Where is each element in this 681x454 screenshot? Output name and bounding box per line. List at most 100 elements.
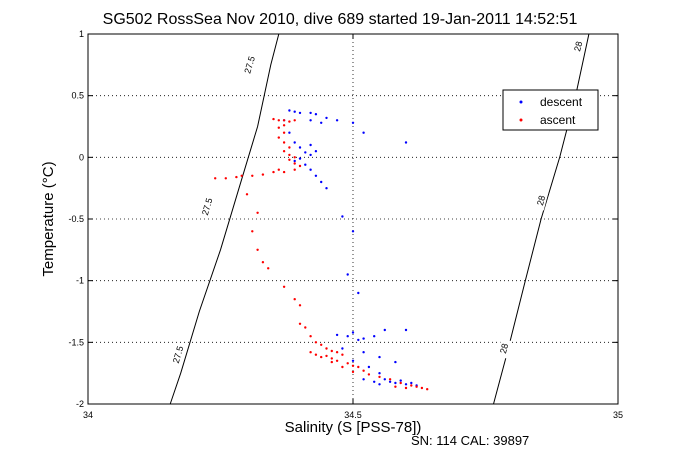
descent-point — [357, 338, 360, 342]
descent-point — [388, 380, 392, 383]
descent-point — [293, 141, 296, 144]
ascent-point — [256, 248, 259, 251]
x-axis-label: Salinity (S [PSS-78]) — [285, 419, 422, 436]
ascent-point — [330, 357, 333, 360]
ascent-point — [293, 168, 296, 171]
ascent-point — [335, 351, 339, 354]
ascent-point — [277, 126, 280, 129]
contour-label: 28 — [572, 40, 584, 52]
ascent-point — [357, 365, 360, 369]
descent-point — [298, 111, 302, 115]
descent-point — [362, 337, 365, 340]
descent-point — [298, 146, 302, 149]
ascent-point — [282, 131, 286, 134]
ascent-point — [309, 335, 312, 338]
legend-marker-ascent — [519, 118, 523, 122]
ascent-point — [351, 370, 355, 374]
ascent-point — [293, 162, 296, 165]
ascent-point — [314, 341, 318, 344]
descent-point — [320, 121, 323, 125]
descent-point — [373, 335, 376, 338]
ascent-point — [277, 119, 280, 122]
ascent-point — [214, 177, 217, 180]
descent-point — [314, 113, 318, 116]
ascent-point — [426, 388, 429, 391]
descent-point — [378, 355, 381, 359]
descent-point — [325, 187, 328, 190]
ascent-point — [320, 355, 323, 359]
descent-point — [341, 215, 344, 218]
ascent-point — [235, 175, 238, 179]
legend-box — [502, 89, 599, 131]
ascent-point — [404, 386, 408, 390]
ascent-point — [341, 365, 344, 369]
ascent-point — [388, 378, 392, 381]
ascent-point — [240, 174, 243, 177]
descent-point — [351, 359, 355, 362]
descent-point — [346, 335, 349, 338]
ascent-point — [394, 385, 397, 388]
descent-point — [288, 131, 291, 134]
descent-point — [378, 372, 381, 375]
ascent-point — [330, 360, 333, 364]
descent-point — [383, 378, 386, 381]
descent-point — [383, 328, 386, 332]
ascent-point — [288, 120, 291, 123]
ascent-point — [335, 359, 339, 362]
descent-point — [346, 273, 349, 276]
ascent-point — [293, 119, 296, 122]
descent-point — [309, 119, 312, 122]
ascent-point — [362, 369, 365, 372]
contour-label-background — [534, 190, 549, 211]
descent-point — [341, 347, 344, 350]
y-tick-label: -2 — [76, 399, 84, 409]
descent-point — [309, 111, 312, 115]
ascent-point — [341, 353, 344, 356]
x-tick-label: 34 — [83, 410, 93, 420]
contour-label-background — [170, 344, 186, 365]
descent-point — [394, 381, 397, 385]
contour-label: 27.5 — [242, 55, 257, 75]
ascent-point — [251, 230, 254, 233]
ascent-point — [325, 347, 328, 350]
ascent-point — [277, 168, 280, 171]
ascent-point — [314, 353, 318, 356]
descent-point — [399, 379, 402, 382]
contour-label-background — [571, 36, 586, 57]
legend-marker-descent — [519, 100, 523, 104]
ascent-point — [298, 164, 302, 168]
descent-point — [357, 291, 360, 295]
ascent-point — [378, 375, 381, 379]
ascent-point — [415, 385, 418, 388]
density-contours: 27.5 27.5 27.5 28 28 28 — [169, 33, 590, 405]
descent-point — [304, 163, 307, 166]
ascent-point — [351, 364, 355, 367]
descent-point — [304, 151, 307, 154]
legend: descent ascent — [502, 89, 599, 131]
legend-label-ascent: ascent — [540, 113, 576, 127]
contour-label: 27.5 — [200, 197, 215, 217]
descent-point — [335, 119, 339, 122]
descent-point — [410, 381, 413, 385]
y-tick-label: 0 — [79, 152, 84, 162]
axis-ticks: 34 34.5 35 1 0.5 0 -0.5 -1 -1.5 -2 — [68, 29, 623, 420]
descent-point — [351, 331, 355, 334]
ascent-point — [298, 304, 302, 307]
descent-point — [320, 180, 323, 184]
ascent-point — [282, 124, 286, 127]
ascent-point — [288, 153, 291, 157]
ascent-point — [288, 158, 291, 161]
ascent-point — [267, 267, 270, 270]
density-contour-line — [169, 33, 280, 405]
descent-point — [335, 333, 339, 337]
descent-point — [314, 174, 318, 177]
y-tick-label: 1 — [79, 29, 84, 39]
ascent-point — [245, 193, 249, 196]
ascent-point — [293, 298, 296, 301]
ascent-point — [309, 351, 312, 354]
chart-title: SG502 RossSea Nov 2010, dive 689 started… — [103, 11, 578, 28]
ascent-point — [261, 261, 265, 264]
descent-point — [351, 230, 355, 233]
ascent-point — [325, 354, 328, 358]
descent-point — [362, 378, 365, 381]
